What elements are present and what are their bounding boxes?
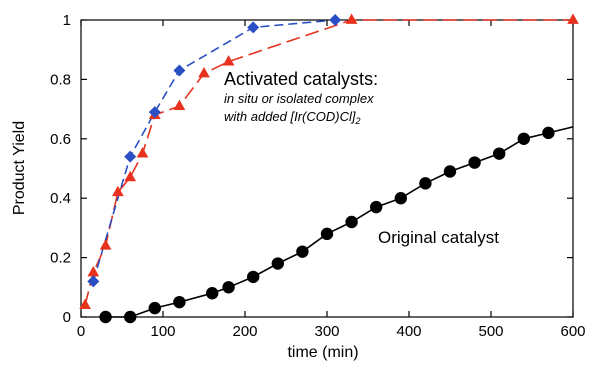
x-tick-label: 400 (396, 323, 421, 340)
data-point-diamond (87, 275, 100, 288)
annotation-activated-line2: with added [Ir(COD)Cl]2 (224, 109, 361, 126)
data-point-triangle (124, 170, 137, 182)
y-tick-label: 0.4 (50, 190, 71, 207)
data-point-triangle (79, 298, 91, 310)
data-point-circle (99, 310, 112, 324)
y-tick-label: 0 (63, 309, 71, 326)
data-point-circle (247, 270, 260, 284)
data-point-circle (296, 245, 309, 258)
y-tick-label: 0.2 (50, 250, 71, 267)
data-point-diamond (329, 14, 342, 26)
annotation-activated-line2-main: with added [Ir(COD)Cl] (224, 109, 356, 124)
data-point-triangle (222, 55, 235, 66)
data-point-diamond (124, 150, 137, 163)
x-axis-title: time (min) (287, 344, 358, 361)
x-tick-label: 200 (232, 323, 257, 340)
x-tick-label: 500 (478, 323, 503, 340)
annotation-activated-line1: in situ or isolated complex (224, 91, 374, 106)
y-axis-title: Product Yield (11, 121, 28, 215)
series-markers (79, 13, 579, 324)
data-point-triangle (112, 185, 124, 197)
data-point-circle (148, 301, 161, 315)
y-tick-label: 1 (63, 12, 71, 29)
data-point-circle (468, 156, 481, 169)
data-point-circle (443, 165, 457, 178)
annotation-activated-line2-subscript: 2 (354, 116, 360, 126)
data-point-triangle (345, 13, 358, 24)
data-point-circle (206, 287, 219, 300)
data-point-circle (517, 132, 530, 145)
y-tick-label: 0.8 (50, 71, 71, 88)
data-point-diamond (148, 106, 161, 119)
data-point-circle (493, 147, 506, 160)
plot-frame (80, 19, 574, 318)
data-point-diamond (173, 64, 186, 77)
data-point-circle (419, 177, 432, 190)
x-tick-label: 0 (77, 323, 85, 340)
series-red-triangles-line (84, 19, 573, 306)
data-point-triangle (136, 147, 149, 158)
data-point-circle (173, 295, 186, 309)
x-tick-label: 600 (560, 323, 585, 340)
annotation-original-catalyst: Original catalyst (378, 228, 499, 247)
x-tick-label: 100 (150, 323, 175, 340)
data-point-circle (394, 192, 407, 205)
data-point-triangle (173, 99, 186, 111)
x-tick-label: 300 (314, 323, 339, 340)
data-point-triangle (87, 265, 100, 277)
data-point-circle (370, 200, 383, 214)
axes: 0 100 200 300 400 500 600 0 0.2 0.4 0.6 0.8 1 (50, 12, 585, 340)
data-point-circle (542, 126, 555, 140)
data-point-circle (222, 281, 235, 294)
data-point-circle (271, 257, 284, 270)
data-point-triangle (198, 66, 210, 78)
data-point-circle (320, 227, 334, 241)
data-point-diamond (247, 21, 260, 34)
series-blue-diamonds-line (92, 19, 336, 282)
data-point-circle (345, 215, 358, 229)
series-lines (84, 19, 574, 318)
data-point-circle (124, 310, 137, 324)
y-tick-label: 0.6 (50, 131, 71, 148)
data-point-triangle (567, 13, 579, 24)
annotation-activated-title: Activated catalysts: (224, 69, 378, 89)
data-point-triangle (99, 239, 112, 250)
